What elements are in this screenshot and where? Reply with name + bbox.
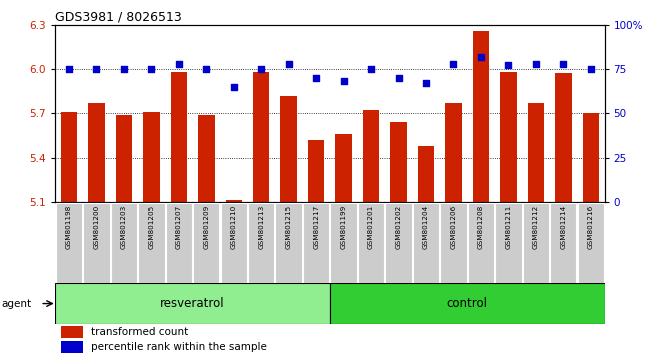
- FancyBboxPatch shape: [248, 202, 274, 284]
- Bar: [170, 72, 187, 202]
- Point: [283, 61, 294, 67]
- FancyBboxPatch shape: [385, 202, 411, 284]
- FancyBboxPatch shape: [578, 202, 604, 284]
- Text: GSM801202: GSM801202: [396, 204, 402, 249]
- Text: GSM801207: GSM801207: [176, 204, 182, 249]
- Bar: [88, 103, 105, 202]
- FancyBboxPatch shape: [138, 202, 164, 284]
- Text: GDS3981 / 8026513: GDS3981 / 8026513: [55, 11, 182, 24]
- Text: GSM801205: GSM801205: [148, 204, 154, 249]
- Bar: [280, 96, 297, 202]
- Bar: [500, 72, 517, 202]
- Bar: [418, 146, 434, 202]
- Bar: [390, 122, 407, 202]
- Point: [421, 80, 431, 86]
- Bar: [363, 110, 380, 202]
- Text: GSM801203: GSM801203: [121, 204, 127, 249]
- Text: GSM801199: GSM801199: [341, 204, 346, 249]
- Point: [229, 84, 239, 90]
- FancyBboxPatch shape: [220, 202, 247, 284]
- Point: [503, 63, 514, 68]
- Bar: [335, 134, 352, 202]
- FancyBboxPatch shape: [193, 202, 220, 284]
- FancyBboxPatch shape: [495, 202, 521, 284]
- Text: GSM801198: GSM801198: [66, 204, 72, 249]
- Bar: [582, 113, 599, 202]
- Point: [64, 66, 74, 72]
- Text: GSM801211: GSM801211: [506, 204, 512, 249]
- Bar: [528, 103, 544, 202]
- Bar: [60, 341, 83, 353]
- Text: GSM801212: GSM801212: [533, 204, 539, 249]
- Text: control: control: [447, 297, 488, 310]
- Point: [393, 75, 404, 81]
- FancyBboxPatch shape: [330, 283, 604, 324]
- Text: GSM801214: GSM801214: [560, 204, 566, 249]
- FancyBboxPatch shape: [358, 202, 384, 284]
- Point: [530, 61, 541, 67]
- Bar: [143, 112, 160, 202]
- Bar: [226, 200, 242, 202]
- Text: resveratrol: resveratrol: [161, 297, 225, 310]
- Text: GSM801213: GSM801213: [258, 204, 264, 249]
- Bar: [555, 73, 571, 202]
- Bar: [308, 140, 324, 202]
- Point: [339, 79, 349, 84]
- Bar: [445, 103, 462, 202]
- Point: [146, 66, 157, 72]
- Text: GSM801201: GSM801201: [368, 204, 374, 249]
- Text: percentile rank within the sample: percentile rank within the sample: [91, 342, 267, 352]
- FancyBboxPatch shape: [276, 202, 302, 284]
- Point: [448, 61, 459, 67]
- FancyBboxPatch shape: [56, 202, 82, 284]
- Bar: [60, 112, 77, 202]
- Text: GSM801206: GSM801206: [450, 204, 456, 249]
- Text: GSM801209: GSM801209: [203, 204, 209, 249]
- Bar: [473, 31, 489, 202]
- Point: [366, 66, 376, 72]
- FancyBboxPatch shape: [111, 202, 137, 284]
- Point: [311, 75, 321, 81]
- Text: GSM801204: GSM801204: [423, 204, 429, 249]
- Bar: [60, 326, 83, 338]
- Point: [476, 54, 486, 59]
- Bar: [253, 72, 270, 202]
- Text: GSM801217: GSM801217: [313, 204, 319, 249]
- Point: [256, 66, 266, 72]
- Text: transformed count: transformed count: [91, 327, 188, 337]
- Point: [91, 66, 101, 72]
- Text: GSM801200: GSM801200: [94, 204, 99, 249]
- FancyBboxPatch shape: [413, 202, 439, 284]
- FancyBboxPatch shape: [83, 202, 110, 284]
- Bar: [116, 115, 132, 202]
- Point: [174, 61, 184, 67]
- FancyBboxPatch shape: [550, 202, 577, 284]
- Point: [586, 66, 596, 72]
- Text: GSM801210: GSM801210: [231, 204, 237, 249]
- Bar: [198, 115, 214, 202]
- Text: agent: agent: [1, 298, 31, 309]
- FancyBboxPatch shape: [330, 202, 357, 284]
- FancyBboxPatch shape: [440, 202, 467, 284]
- FancyBboxPatch shape: [468, 202, 494, 284]
- Point: [119, 66, 129, 72]
- Text: GSM801216: GSM801216: [588, 204, 593, 249]
- FancyBboxPatch shape: [166, 202, 192, 284]
- Text: GSM801215: GSM801215: [286, 204, 292, 249]
- FancyBboxPatch shape: [55, 283, 330, 324]
- FancyBboxPatch shape: [523, 202, 549, 284]
- FancyBboxPatch shape: [303, 202, 330, 284]
- Point: [201, 66, 211, 72]
- Text: GSM801208: GSM801208: [478, 204, 484, 249]
- Point: [558, 61, 569, 67]
